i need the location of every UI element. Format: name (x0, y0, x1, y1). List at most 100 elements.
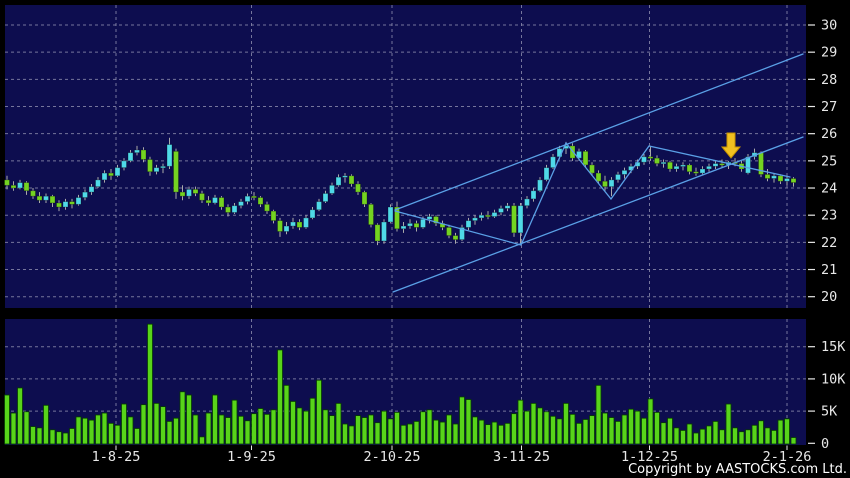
candle-up (400, 225, 407, 230)
volume-bar (127, 416, 134, 445)
candle-down (589, 164, 595, 174)
candle-up (381, 221, 387, 242)
candle-up (576, 150, 582, 159)
volume-bar (420, 411, 426, 445)
candle-up (524, 198, 530, 207)
zigzag-rise-2 (610, 145, 650, 200)
volume-bar (4, 394, 10, 445)
candle-down (667, 161, 673, 170)
copyright-text: Copyright by AASTOCKS.com Ltd. (628, 462, 847, 477)
volume-bar (257, 408, 264, 445)
volume-bar (517, 399, 524, 445)
candle-up (771, 175, 777, 179)
volume-bar (595, 384, 602, 445)
volume-bar (62, 432, 69, 445)
volume-bar (121, 403, 127, 445)
zigzag-fall-2 (648, 145, 791, 178)
upper-channel-line (394, 53, 804, 211)
candle-down (348, 175, 355, 185)
candle-down (394, 206, 400, 230)
candle-up (283, 225, 290, 232)
volume-bar (264, 413, 270, 445)
volume-bar (218, 414, 225, 445)
volume-bar (36, 427, 43, 445)
candle-up (62, 201, 69, 208)
candle-up (498, 207, 504, 213)
candle-down (173, 150, 179, 193)
candle-up (465, 220, 472, 228)
candle-down (368, 203, 374, 226)
volume-bar (30, 426, 36, 445)
volume-bar (23, 411, 30, 445)
candle-down (4, 179, 10, 186)
candle-up (82, 191, 88, 198)
candle-down (582, 150, 589, 166)
candle-down (10, 184, 17, 189)
candle-up (95, 179, 101, 188)
volume-bar (179, 391, 186, 445)
volume-bar (576, 422, 582, 445)
volume-bar (381, 410, 387, 445)
volume-bar (660, 422, 667, 445)
volume-bar (192, 414, 199, 445)
candle-up (530, 190, 537, 200)
candle-down (147, 159, 153, 173)
volume-bar (153, 402, 160, 445)
candle-down (49, 195, 56, 204)
candle-up (238, 201, 244, 207)
volume-bar (569, 413, 576, 445)
volume-bar (322, 409, 329, 445)
volume-bar (465, 399, 472, 445)
volume-bar (407, 423, 413, 445)
price-tick-label: 30 (821, 18, 837, 34)
volume-bar (491, 421, 498, 445)
candle-down (192, 188, 199, 194)
candle-up (680, 164, 686, 167)
candle-up (134, 149, 140, 154)
volume-bar (108, 422, 114, 445)
candle-down (199, 193, 205, 201)
candle-up (712, 163, 719, 167)
volume-bar (400, 424, 407, 445)
candle-down (218, 197, 225, 208)
volume-bar (114, 424, 121, 445)
volume-bar (439, 421, 446, 445)
volume-bar (244, 420, 251, 445)
candle-up (303, 217, 309, 228)
candle-up (784, 178, 790, 182)
volume-bar (277, 349, 283, 445)
volume-bar (452, 423, 459, 445)
candle-up (420, 218, 426, 228)
volume-bar (296, 407, 303, 445)
volume-bar (511, 413, 517, 445)
candle-down (30, 190, 36, 197)
candle-up (329, 184, 335, 194)
candle-up (459, 227, 465, 241)
lower-channel-line (392, 136, 804, 293)
volume-bar (186, 394, 192, 445)
volume-bar (550, 415, 556, 445)
volume-bar (95, 414, 101, 445)
candle-up (121, 160, 127, 169)
candle-down (355, 183, 361, 193)
volume-bar (602, 412, 608, 445)
volume-bar (140, 404, 147, 445)
candle-down (23, 182, 30, 192)
volume-bar (732, 427, 738, 445)
volume-bar (784, 418, 790, 445)
volume-bar (290, 401, 296, 445)
candle-up (426, 216, 433, 220)
volume-bar (537, 407, 543, 445)
down-arrow-icon (720, 132, 742, 159)
volume-bar (270, 409, 277, 445)
candle-down (764, 174, 771, 179)
volume-tick-label: 15K (821, 339, 846, 355)
candle-down (36, 195, 43, 201)
price-tick-label: 26 (821, 126, 837, 142)
candle-down (257, 197, 264, 205)
candle-up (660, 161, 667, 165)
volume-bar (615, 421, 621, 445)
candle-down (179, 191, 186, 197)
price-tick-label: 28 (821, 72, 837, 88)
candle-down (413, 222, 420, 228)
